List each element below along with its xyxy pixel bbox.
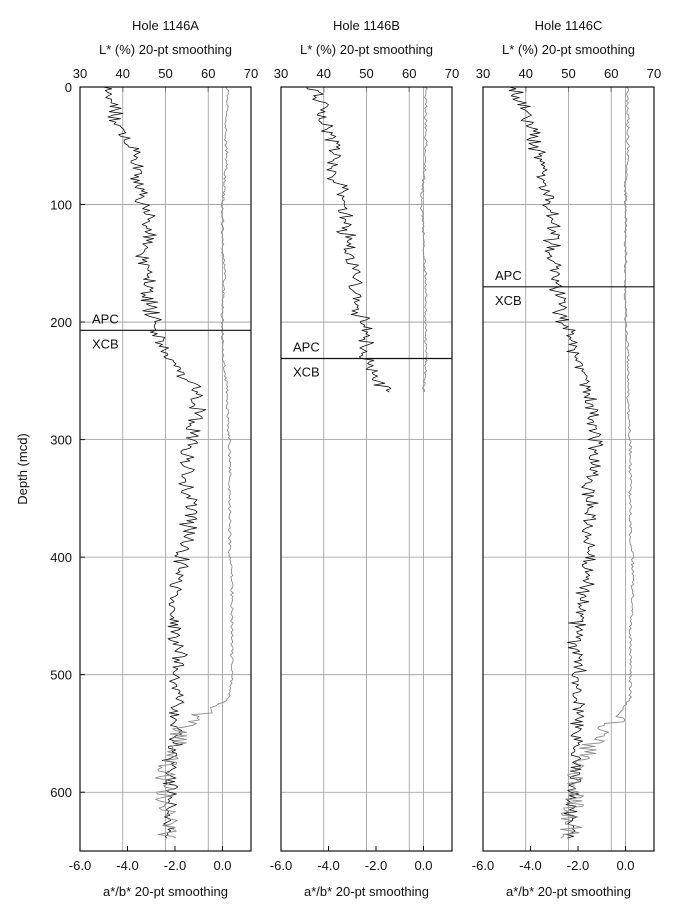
panel-2-apc-label: APC xyxy=(495,268,522,283)
y-tick-label: 600 xyxy=(50,785,72,800)
panel-0-top-tick-label: 60 xyxy=(201,66,215,81)
panel-2-series-ab xyxy=(559,86,635,839)
panel-2-series-L xyxy=(508,86,604,839)
panel-2-bottom-tick-label: -2.0 xyxy=(567,858,589,873)
panel-1-title: Hole 1146B xyxy=(333,18,400,33)
panel-1-bottom-tick-label: -2.0 xyxy=(365,858,387,873)
panel-0-series-L xyxy=(103,86,207,839)
panel-1-bottom-axis-label: a*/b* 20-pt smoothing xyxy=(304,884,429,899)
panel-0-top-tick-label: 40 xyxy=(116,66,130,81)
panel-1-top-tick-label: 30 xyxy=(274,66,288,81)
panel-2-top-tick-label: 30 xyxy=(476,66,490,81)
panel-1-bottom-tick-label: -6.0 xyxy=(270,858,292,873)
panel-2-bottom-tick-label: -4.0 xyxy=(519,858,541,873)
panel-2-top-tick-label: 40 xyxy=(519,66,533,81)
panel-2-top-axis-label: L* (%) 20-pt smoothing xyxy=(502,42,635,57)
y-tick-label: 400 xyxy=(50,550,72,565)
panel-1-top-tick-label: 40 xyxy=(317,66,331,81)
panel-1-top-tick-label: 70 xyxy=(445,66,459,81)
panel-0-top-tick-label: 70 xyxy=(244,66,258,81)
panel-1-bottom-tick-label: -4.0 xyxy=(317,858,339,873)
panel-0-apc-label: APC xyxy=(92,311,119,326)
panel-0-bottom-axis-label: a*/b* 20-pt smoothing xyxy=(103,884,228,899)
panel-1-apc-label: APC xyxy=(293,340,320,355)
panel-0-bottom-tick-label: -6.0 xyxy=(69,858,91,873)
panel-0-title: Hole 1146A xyxy=(132,18,199,33)
panel-2-top-tick-label: 60 xyxy=(604,66,618,81)
y-axis-label: Depth (mcd) xyxy=(15,433,30,505)
y-tick-label: 200 xyxy=(50,315,72,330)
panel-2-xcb-label: XCB xyxy=(495,293,522,308)
panel-0-bottom-tick-label: -2.0 xyxy=(164,858,186,873)
panel-1-series-L xyxy=(306,86,392,393)
panel-0-xcb-label: XCB xyxy=(92,336,119,351)
panel-1-frame xyxy=(280,86,453,852)
panel-2-bottom-tick-label: 0.0 xyxy=(616,858,634,873)
panel-2-top-tick-label: 70 xyxy=(647,66,661,81)
panel-0-frame xyxy=(79,86,252,852)
panel-0-top-tick-label: 50 xyxy=(158,66,172,81)
panel-2-top-tick-label: 50 xyxy=(561,66,575,81)
panel-1-top-axis-label: L* (%) 20-pt smoothing xyxy=(300,42,433,57)
panel-0-top-axis-label: L* (%) 20-pt smoothing xyxy=(99,42,232,57)
panel-0-bottom-tick-label: 0.0 xyxy=(213,858,231,873)
y-tick-label: 0 xyxy=(65,80,72,95)
panel-1-xcb-label: XCB xyxy=(293,365,320,380)
panel-2-frame xyxy=(482,86,655,852)
panel-1-top-tick-label: 60 xyxy=(402,66,416,81)
panel-1-series-ab xyxy=(420,86,428,393)
panel-2-bottom-tick-label: -6.0 xyxy=(472,858,494,873)
panel-2-bottom-axis-label: a*/b* 20-pt smoothing xyxy=(506,884,631,899)
y-tick-label: 300 xyxy=(50,433,72,448)
panel-0-top-tick-label: 30 xyxy=(73,66,87,81)
panel-1-top-tick-label: 50 xyxy=(359,66,373,81)
y-tick-label: 500 xyxy=(50,668,72,683)
panel-0-series-ab xyxy=(154,86,234,839)
panel-2-title: Hole 1146C xyxy=(535,18,603,33)
panel-0-bottom-tick-label: -4.0 xyxy=(116,858,138,873)
panel-1-bottom-tick-label: 0.0 xyxy=(414,858,432,873)
y-tick-label: 100 xyxy=(50,198,72,213)
